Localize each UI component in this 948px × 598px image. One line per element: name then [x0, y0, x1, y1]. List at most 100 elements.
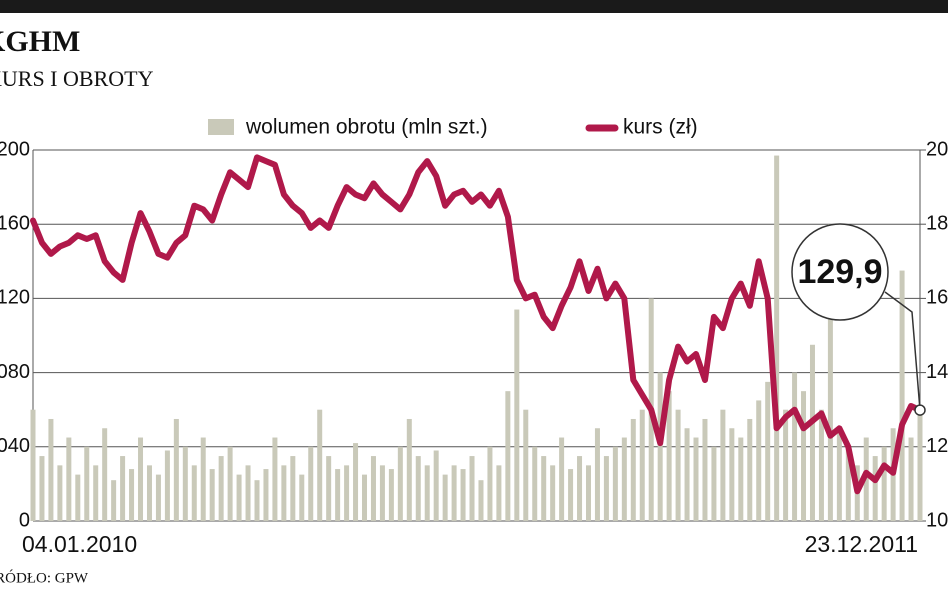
- volume-bar: [344, 465, 350, 521]
- volume-bar: [39, 456, 45, 521]
- volume-bar: [550, 465, 556, 521]
- volume-bar: [836, 428, 842, 521]
- volume-bar: [379, 465, 385, 521]
- volume-bar: [120, 456, 126, 521]
- volume-bar: [684, 428, 690, 521]
- volume-bar: [397, 446, 403, 521]
- volume-bar: [173, 418, 179, 521]
- volume-bar: [845, 446, 851, 521]
- y-tick-label: 200: [0, 138, 30, 160]
- volume-bar: [792, 372, 798, 521]
- y-tick-label: 040: [0, 435, 30, 457]
- callout-line: [884, 291, 921, 411]
- volume-bar: [908, 437, 914, 521]
- chart-title: KGHM: [0, 25, 80, 58]
- volume-bar: [621, 437, 627, 521]
- volume-bar: [881, 446, 887, 521]
- volume-bar: [75, 474, 81, 521]
- volume-bar: [200, 437, 206, 521]
- volume-bar: [559, 437, 565, 521]
- volume-bar: [138, 437, 144, 521]
- volume-bar: [541, 456, 547, 521]
- volume-bar: [93, 465, 99, 521]
- volume-bar: [585, 465, 591, 521]
- top-bar: [0, 0, 948, 13]
- volume-bar: [129, 469, 135, 521]
- volume-bar: [899, 270, 905, 521]
- legend-label: wolumen obrotu (mln szt.): [245, 116, 488, 139]
- volume-bar: [362, 474, 368, 521]
- volume-bar: [182, 446, 188, 521]
- volume-bar: [594, 428, 600, 521]
- volume-bar: [801, 391, 807, 521]
- volume-bar: [308, 446, 314, 521]
- volume-bar: [111, 480, 117, 521]
- volume-bar: [335, 469, 341, 521]
- volume-bar: [254, 480, 260, 521]
- volume-bar: [666, 391, 672, 521]
- y2-tick-label: 20: [926, 138, 948, 160]
- volume-bar: [747, 418, 753, 521]
- volume-bar: [353, 443, 359, 521]
- volume-bar: [756, 400, 762, 521]
- volume-bar: [765, 381, 771, 521]
- volume-bar: [317, 409, 323, 521]
- volume-bar: [505, 391, 511, 521]
- volume-bar: [603, 456, 609, 521]
- volume-bar: [388, 469, 394, 521]
- legend-swatch: [208, 119, 234, 135]
- volume-bar: [406, 418, 412, 521]
- volume-bar: [809, 344, 815, 521]
- volume-bar: [30, 409, 36, 521]
- volume-bar: [290, 456, 296, 521]
- volume-bar: [66, 437, 72, 521]
- y2-tick-label: 10: [926, 509, 948, 531]
- volume-bar: [164, 450, 170, 521]
- volume-bar: [102, 428, 108, 521]
- volume-bar: [532, 446, 538, 521]
- volume-bar: [702, 418, 708, 521]
- volume-bar: [48, 418, 54, 521]
- volume-bar: [245, 465, 251, 521]
- volume-bar: [57, 465, 63, 521]
- volume-bar: [84, 446, 90, 521]
- volume-bar: [487, 446, 493, 521]
- volume-bar: [568, 469, 574, 521]
- volume-bar: [630, 418, 636, 521]
- volume-bar: [872, 456, 878, 521]
- volume-bar: [191, 465, 197, 521]
- volume-bar: [415, 456, 421, 521]
- volume-bar: [612, 446, 618, 521]
- volume-bar: [496, 465, 502, 521]
- volume-bar: [155, 474, 161, 521]
- y2-tick-label: 12: [926, 435, 948, 457]
- y2-tick-label: 16: [926, 287, 948, 309]
- volume-bar: [299, 474, 305, 521]
- volume-bar: [218, 456, 224, 521]
- y2-tick-label: 14: [926, 361, 948, 383]
- volume-bar: [577, 456, 583, 521]
- volume-bar: [523, 409, 529, 521]
- x-tick-label: 04.01.2010: [22, 531, 137, 557]
- volume-bar: [729, 428, 735, 521]
- volume-bar: [657, 372, 663, 521]
- volume-bar: [711, 446, 717, 521]
- volume-bar: [370, 456, 376, 521]
- legend-label: kurs (zł): [623, 116, 698, 139]
- y-tick-label: 120: [0, 287, 30, 309]
- volume-bar: [783, 409, 789, 521]
- value-label: 129,9: [797, 253, 882, 291]
- volume-bar: [478, 480, 484, 521]
- volume-bar: [227, 446, 233, 521]
- callout-point: [914, 404, 926, 416]
- x-tick-label: 23.12.2011: [805, 531, 918, 557]
- volume-bar: [209, 469, 215, 521]
- volume-bar: [469, 456, 475, 521]
- y-tick-label: 160: [0, 212, 30, 234]
- y-tick-label: 080: [0, 361, 30, 383]
- volume-bar: [917, 409, 923, 521]
- volume-bar: [146, 465, 152, 521]
- volume-bar: [738, 437, 744, 521]
